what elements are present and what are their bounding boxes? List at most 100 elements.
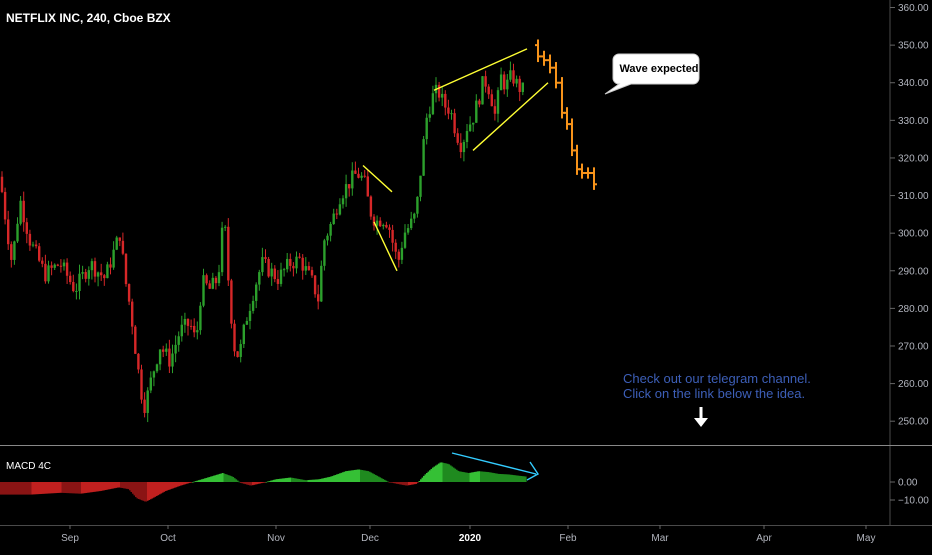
macd-bar [457,470,460,482]
candle-body [444,93,447,108]
macd-bar [339,473,341,482]
macd-bar [301,479,304,482]
macd-bar [66,482,68,494]
time-tick-label: Feb [559,533,577,544]
macd-bar [330,476,332,482]
candle-body [158,349,162,365]
price-tick-label: 340.00 [898,78,929,89]
candle-body [286,258,289,270]
macd-bar [417,482,419,483]
candle-body [137,353,140,370]
macd-bar [391,482,394,483]
macd-bar [412,482,415,485]
macd-bar [24,482,26,495]
candle-body [369,196,373,217]
candle-body [456,133,459,143]
candle-body [422,139,425,176]
candle-body [348,184,351,189]
candle-body [493,106,497,114]
macd-bar [363,470,365,482]
macd-bar [201,479,203,482]
time-tick-label: May [857,533,876,544]
macd-bar [15,482,17,495]
macd-bar [223,473,226,482]
macd-bar [504,474,506,482]
macd-bar [205,477,208,482]
macd-bar [33,482,35,495]
macd-bar [429,470,431,482]
macd-bar [471,472,473,482]
macd-bar [508,474,511,482]
macd-bar [259,482,262,484]
price-tick-label: 360.00 [898,3,929,14]
macd-bar [349,470,352,482]
macd-bar [13,482,16,495]
candle-body [183,318,187,325]
candle-body [372,216,376,226]
macd-bar [21,482,23,495]
candle-body [437,84,441,98]
macd-bar [274,479,277,482]
macd-bar [186,482,188,484]
macd-bar [322,478,325,482]
macd-bar [414,482,416,485]
macd-bar [232,476,235,482]
macd-bar [324,477,326,482]
macd-bar [82,482,85,494]
candle-body [366,176,369,197]
projected-wave [535,39,597,190]
macd-bar [358,469,361,482]
candle-body [149,377,152,391]
price-tick-label: 320.00 [898,153,929,164]
candle-body [69,275,72,282]
candle-body [31,244,35,246]
macd-bar [229,475,232,482]
callout-label: Wave expected [619,63,698,75]
macd-bar [318,479,320,482]
macd-bar [282,478,284,482]
macd-bar [463,472,466,482]
macd-bar [132,482,134,494]
candle-body [388,227,391,230]
macd-bar [415,482,418,484]
macd-bar [270,480,272,482]
candle-body [90,261,94,271]
macd-bar [456,469,458,482]
macd-bar [91,482,94,493]
macd-bar [34,482,37,495]
telegram-note-line-2: Click on the link below the idea. [623,386,805,401]
macd-bar [195,481,197,482]
macd-bar [276,479,278,482]
macd-bar [510,474,512,482]
macd-bar [451,466,454,482]
candle-body [472,122,475,125]
macd-bar [273,479,275,482]
candle-body [155,364,159,372]
macd-bar [123,482,125,489]
candle-body [391,229,394,243]
macd-bar [171,482,173,489]
macd-bar [18,482,20,495]
macd-bar [154,482,157,497]
macd-bar [505,474,508,482]
macd-bar [495,473,497,482]
macd-tick-label: −10.00 [898,496,929,507]
candle-body [127,284,131,302]
macd-bar [381,478,383,482]
macd-bar [199,479,202,482]
macd-bar [142,482,145,501]
macd-bar [411,482,413,485]
macd-bar [453,467,455,482]
macd-bar [306,480,308,482]
macd-bar [474,471,476,482]
candle-body [509,70,512,80]
macd-bar [435,465,437,482]
down-arrow-icon [694,407,708,427]
candle-body [47,265,50,282]
candle-body [236,351,239,357]
macd-bar [100,482,103,491]
macd-bar [286,477,289,482]
candle-body [320,265,323,302]
